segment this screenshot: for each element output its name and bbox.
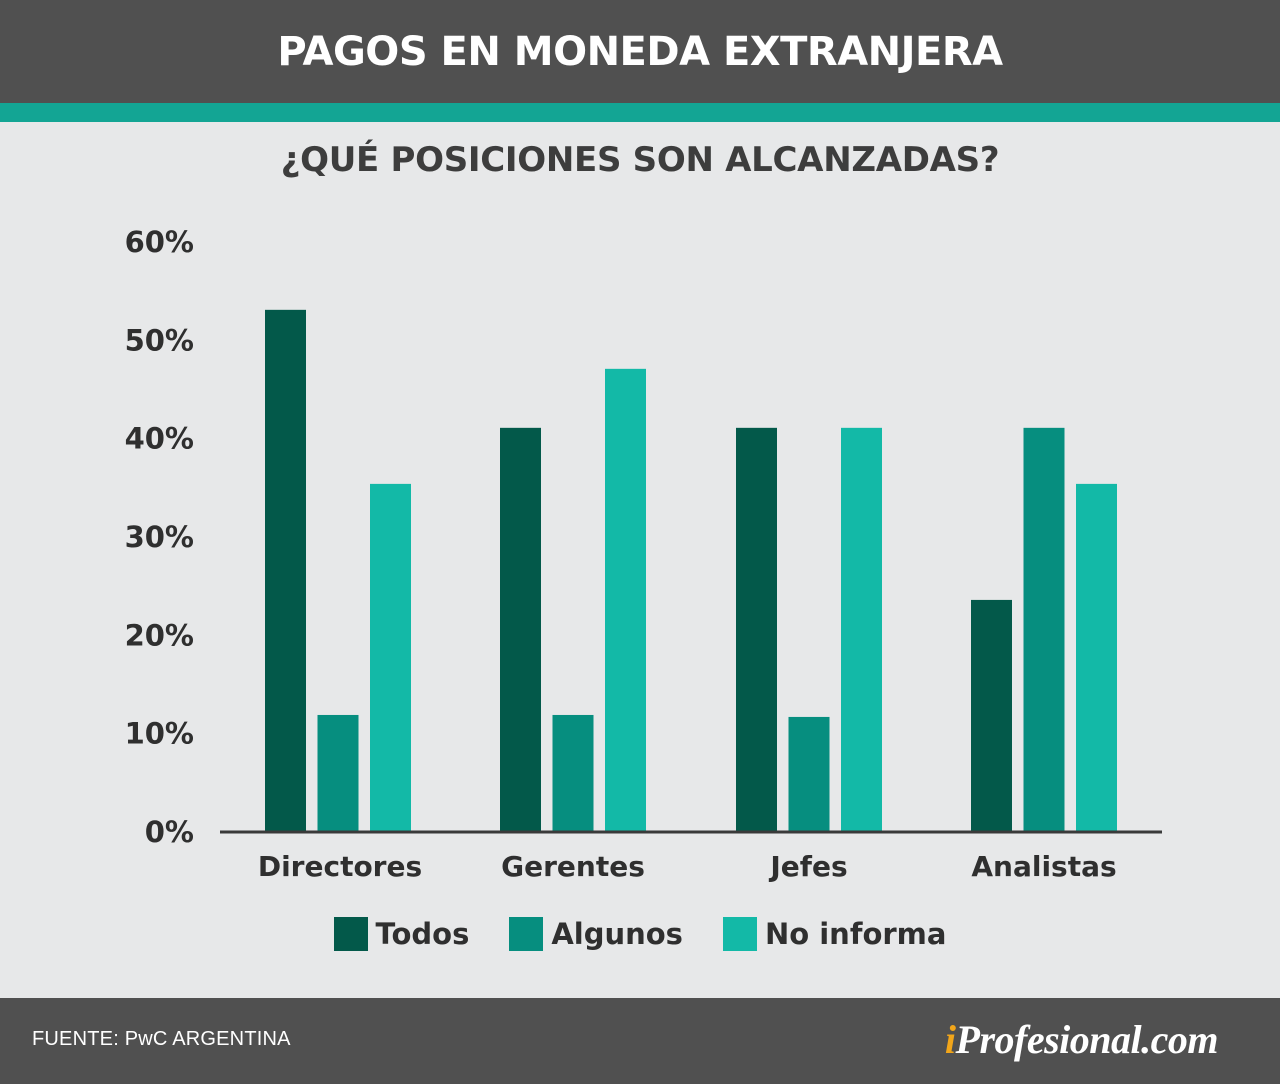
bar-algunos-gerentes (552, 714, 594, 831)
brand-logo-text: Profesional.com (955, 1017, 1219, 1062)
chart-legend: Todos Algunos No informa (0, 912, 1280, 956)
x-tick-label: Analistas (971, 850, 1116, 883)
bar-chart: 0% 10% 20% 30% 40% 50% 60% Directores Gerentes Je… (125, 225, 1162, 883)
bar-no-informa-analistas (1076, 483, 1117, 831)
bar-todos-analistas (971, 599, 1012, 831)
bar-algunos-directores (317, 714, 359, 831)
source-credit: FUENTE: PwC ARGENTINA (32, 1028, 291, 1050)
bar-todos-gerentes (500, 427, 541, 831)
x-tick-label: Directores (258, 850, 422, 883)
accent-band (0, 103, 1280, 122)
x-tick-label: Jefes (768, 850, 847, 883)
legend-label: Algunos (551, 917, 683, 951)
legend-item: No informa (722, 917, 947, 951)
y-tick-label: 40% (125, 422, 194, 456)
legend-item: Algunos (509, 917, 683, 951)
legend-label: No informa (764, 917, 947, 951)
bar-no-informa-jefes (841, 427, 882, 831)
bar-algunos-analistas (1023, 427, 1065, 831)
brand-logo-i: i (944, 1017, 956, 1062)
header-bar: PAGOS EN MONEDA EXTRANJERA (0, 0, 1280, 103)
bar-no-informa-gerentes (605, 368, 646, 831)
bar-no-informa-directores (370, 483, 411, 831)
page-title: PAGOS EN MONEDA EXTRANJERA (277, 28, 1003, 75)
y-tick-label: 20% (125, 618, 194, 652)
y-tick-label: 0% (145, 815, 194, 849)
brand-logo[interactable]: iProfesional.com (944, 1016, 1219, 1063)
y-tick-label: 30% (125, 520, 194, 554)
legend-label: Todos (375, 917, 470, 951)
bar-todos-jefes (736, 427, 777, 831)
legend-swatch (509, 917, 544, 951)
bar-algunos-jefes (788, 716, 830, 831)
x-tick-label: Gerentes (501, 850, 645, 883)
chart-title: ¿QUÉ POSICIONES SON ALCANZADAS? (280, 140, 1000, 180)
footer-bar: FUENTE: PwC ARGENTINA iProfesional.com (0, 998, 1280, 1084)
y-tick-label: 10% (125, 717, 194, 751)
bar-todos-directores (265, 309, 306, 831)
legend-swatch (722, 917, 757, 951)
legend-item: Todos (333, 917, 470, 951)
y-tick-label: 50% (125, 323, 194, 357)
y-tick-label: 60% (125, 225, 194, 259)
legend-swatch (333, 917, 368, 951)
